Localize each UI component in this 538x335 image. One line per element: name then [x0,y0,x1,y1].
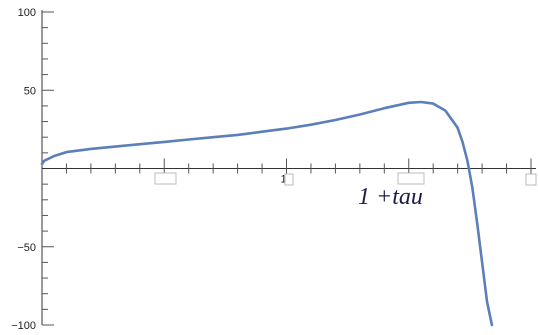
y-tick-label: 100 [18,7,36,19]
x-tick-label: 1 [280,174,286,186]
tick-placeholder-box [397,172,425,185]
series-line [40,100,494,327]
y-tick-label: −100 [11,320,36,332]
series-group [40,100,494,327]
axes [41,10,536,325]
y-tick-label: 50 [24,85,36,97]
y-tick-label: −50 [17,242,36,254]
tick-placeholder-box [284,173,294,186]
curve-annotation: 1 +tau [358,184,423,210]
tick-placeholder-box [525,173,537,186]
tick-placeholder-box [154,172,177,185]
axis-ticks [42,11,532,326]
tick-placeholders [154,172,537,186]
